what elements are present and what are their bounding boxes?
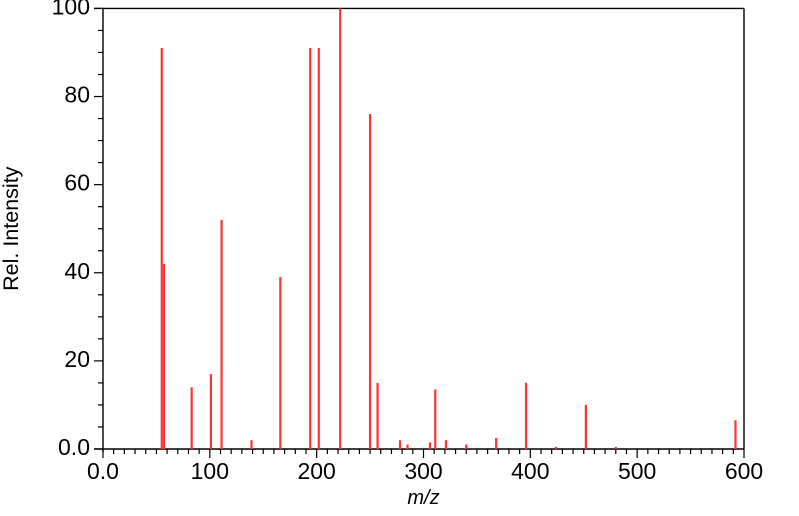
svg-text:600: 600: [725, 458, 763, 484]
svg-text:m/z: m/z: [407, 487, 439, 509]
svg-text:20: 20: [64, 346, 90, 372]
svg-text:500: 500: [618, 458, 656, 484]
svg-text:100: 100: [191, 458, 229, 484]
svg-text:80: 80: [64, 82, 90, 108]
svg-text:0.0: 0.0: [87, 458, 119, 484]
svg-text:40: 40: [64, 258, 90, 284]
svg-text:0.0: 0.0: [58, 434, 90, 460]
svg-text:Rel. Intensity: Rel. Intensity: [0, 166, 23, 291]
svg-text:60: 60: [64, 170, 90, 196]
svg-text:200: 200: [297, 458, 335, 484]
svg-text:400: 400: [511, 458, 549, 484]
svg-text:300: 300: [404, 458, 442, 484]
svg-text:100: 100: [52, 0, 90, 19]
